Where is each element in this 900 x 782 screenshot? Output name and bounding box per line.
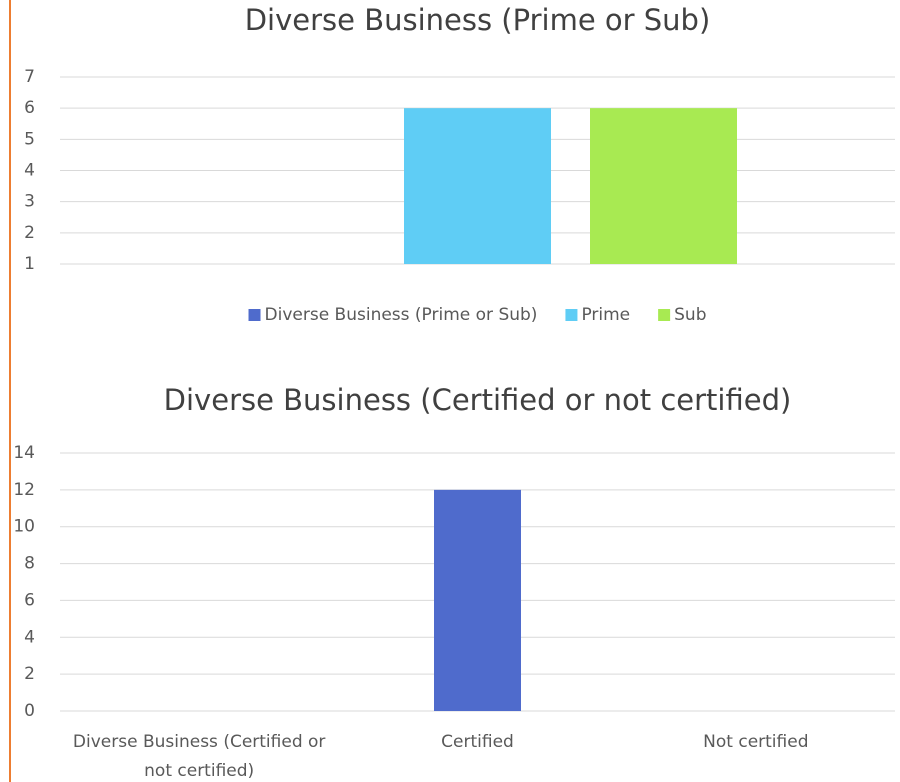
legend-swatch — [565, 309, 578, 321]
bar — [404, 108, 551, 265]
y-tick-label: 2 — [24, 664, 35, 684]
legend-swatch — [248, 309, 261, 321]
chart-title: Diverse Business (Certified or not certi… — [164, 383, 792, 417]
y-tick-label: 8 — [24, 554, 35, 574]
legend-label: Diverse Business (Prime or Sub) — [265, 305, 538, 325]
bar — [590, 108, 737, 265]
y-tick-label: 6 — [24, 590, 35, 610]
legend-label: Prime — [581, 305, 630, 325]
y-tick-label: 0 — [24, 701, 35, 721]
x-tick-label: Not certified — [703, 732, 808, 752]
y-tick-label: 10 — [13, 517, 35, 537]
chart-title: Diverse Business (Prime or Sub) — [245, 3, 711, 37]
y-tick-label: 4 — [24, 627, 35, 647]
y-tick-label: 2 — [24, 223, 35, 243]
y-tick-label: 14 — [13, 443, 35, 463]
x-tick-label: Certified — [441, 732, 514, 752]
y-tick-label: 1 — [24, 254, 35, 274]
y-tick-label: 6 — [24, 98, 35, 118]
y-tick-label: 5 — [24, 129, 35, 149]
y-tick-label: 3 — [24, 192, 35, 212]
y-tick-label: 7 — [24, 67, 35, 87]
legend-label: Sub — [674, 305, 706, 325]
y-tick-label: 4 — [24, 161, 35, 181]
x-tick-label: Diverse Business (Certified or not certif… — [73, 732, 326, 781]
legend-swatch — [658, 309, 671, 321]
bar — [434, 489, 521, 711]
y-tick-label: 12 — [13, 480, 35, 500]
